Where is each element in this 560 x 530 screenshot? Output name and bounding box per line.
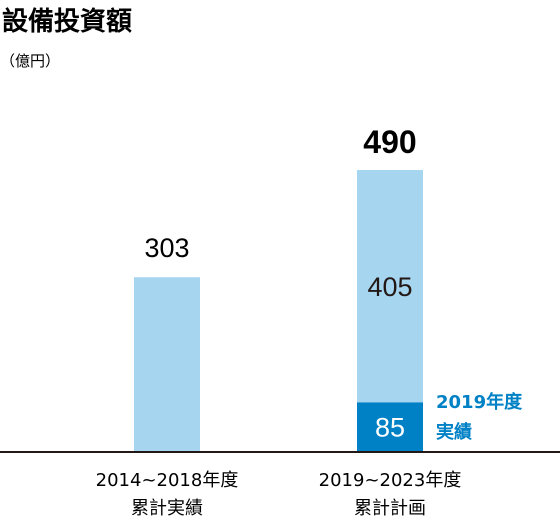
annotation-label: 実績 [436, 421, 472, 443]
annotation-label: 2019年度 [436, 391, 523, 413]
category-label: 累計実績 [131, 498, 203, 519]
segment-value-label: 85 [375, 413, 405, 443]
chart-title: 設備投資額 [2, 6, 132, 37]
category-label: 2014~2018年度 [96, 470, 239, 491]
bar-total-label: 490 [363, 124, 416, 160]
bar-segment [134, 277, 200, 451]
bar-segment [357, 402, 423, 451]
bar-value-label: 303 [144, 233, 189, 263]
chart-unit: （億円） [0, 52, 60, 70]
category-label: 2019~2023年度 [319, 470, 462, 491]
segment-value-label: 405 [367, 272, 412, 302]
category-label: 累計計画 [354, 498, 426, 519]
bar-segment [357, 170, 423, 403]
